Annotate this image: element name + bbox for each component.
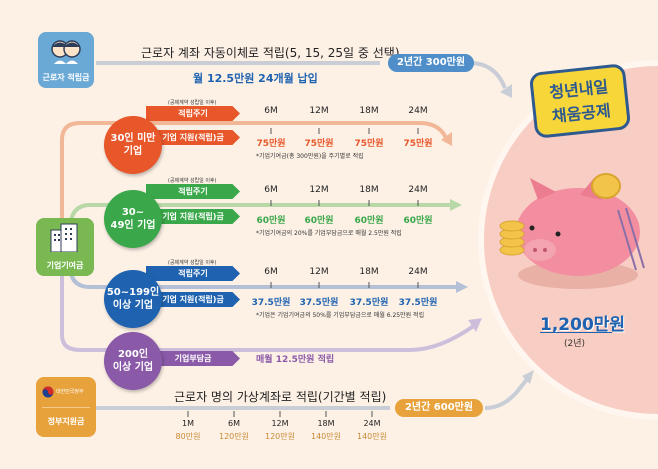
tick-label: 18M [359,106,379,116]
value-label: 37.5만원 [299,298,339,308]
tier-1-footnote: *기업기여금의 20%를 기업부담금으로 매월 2.5만원 적립 [256,230,402,237]
tier-1-support-tag: 기업 지원(적립)금 [146,209,240,224]
tick-label: 24M [408,106,428,116]
tick-label: 12M [309,106,329,116]
tier-0-support-tag: 기업 지원(적립)금 [146,130,240,145]
tier-3-burden-tag: 기업부담금 [146,351,240,366]
tier-label-line2: 49인 기업 [110,220,156,231]
tier-label-line2: 이상 기업 [112,362,154,373]
tick-label: 18M [359,185,379,195]
emblem-text: 대한민국정부 [56,389,84,395]
tick-label: 1M [182,419,194,428]
tier-30-49-circle: 30~ 49인 기업 [104,190,162,248]
tier-1-period-tag: 적립주기 [146,184,240,199]
company-box-label: 기업기여금 [46,261,84,270]
value-label: 75만원 [354,139,384,149]
tier-1-tag-note: (공제계약 성립일 이후) [168,178,217,184]
tier-3-text: 매월 12.5만원 적립 [256,355,335,365]
tick-label: 6M [264,267,278,277]
government-category-box: 대한민국정부 정부지원금 [36,377,96,437]
employee-box-label: 근로자 적립금 [42,73,90,82]
value-label: 140만원 [311,432,341,441]
government-title: 근로자 명의 가상계좌로 적립(기간별 적립) [174,390,387,404]
tier-label-line2: 기업 [123,146,143,157]
company-category-box: 기업기여금 [36,218,94,276]
tier-2-tag-note: (공제계약 성립일 이후) [168,260,217,266]
tick-label: 6M [264,185,278,195]
tick-label: 12M [309,267,329,277]
value-label: 120만원 [265,432,295,441]
tick-label: 12M [271,419,289,428]
tick-label: 24M [408,185,428,195]
piggy-bank-icon [499,173,645,289]
value-label: 37.5만원 [251,298,291,308]
tick-label: 6M [228,419,240,428]
value-label: 80만원 [175,432,201,441]
employee-subtitle: 월 12.5만원 24개월 납입 [193,72,318,85]
tick-label: 6M [264,106,278,116]
employee-category-box: 근로자 적립금 [38,32,94,88]
government-box-label: 정부지원금 [47,417,85,426]
value-label: 60만원 [304,216,334,226]
value-label: 37.5만원 [398,298,438,308]
tier-0-period-tag: 적립주기 [146,106,240,121]
employee-title: 근로자 계좌 자동이체로 적립(5, 15, 25일 중 선택) [141,46,400,60]
tier-label-line1: 30인 미만 [110,133,156,144]
tier-0-tag-note: (공제계약 성립일 이후) [168,100,217,106]
tick-label: 24M [363,419,381,428]
tick-label: 18M [359,267,379,277]
tier-2-period-tag: 적립주기 [146,266,240,281]
tier-label-line1: 50~199인 [106,287,160,298]
value-label: 75만원 [403,139,433,149]
divider [42,407,90,408]
total-amount: 1,200만원 [540,315,626,335]
tier-label-line2: 이상 기업 [112,300,154,311]
tick-label: 24M [408,267,428,277]
tick-label: 12M [309,185,329,195]
value-label: 37.5만원 [349,298,389,308]
korea-emblem-icon [42,386,54,398]
tier-label-line1: 200인 [117,349,149,360]
value-label: 60만원 [256,216,286,226]
tick-label: 18M [317,419,335,428]
value-label: 140만원 [357,432,387,441]
two-people-icon [51,40,81,64]
total-period: (2년) [564,339,586,349]
value-label: 60만원 [354,216,384,226]
tier-0-footnote: *기업기여금(총 300만원)을 주기별로 적립 [256,153,364,160]
tier-2-footnote: *기업은 기업기여금의 50%를 기업부담금으로 매월 6.25만원 적립 [256,312,425,319]
tier-label-line1: 30~ [121,207,145,218]
total-underline [540,332,612,333]
value-label: 120만원 [219,432,249,441]
value-label: 75만원 [256,139,286,149]
tier-2-support-tag: 기업 지원(적립)금 [146,292,240,307]
employee-total-badge: 2년간 300만원 [388,54,474,72]
building-icon [50,223,78,252]
value-label: 60만원 [403,216,433,226]
government-total-badge: 2년간 600만원 [395,399,483,417]
value-label: 75만원 [304,139,334,149]
program-name-bubble: 청년내일 채움공제 [528,63,632,139]
